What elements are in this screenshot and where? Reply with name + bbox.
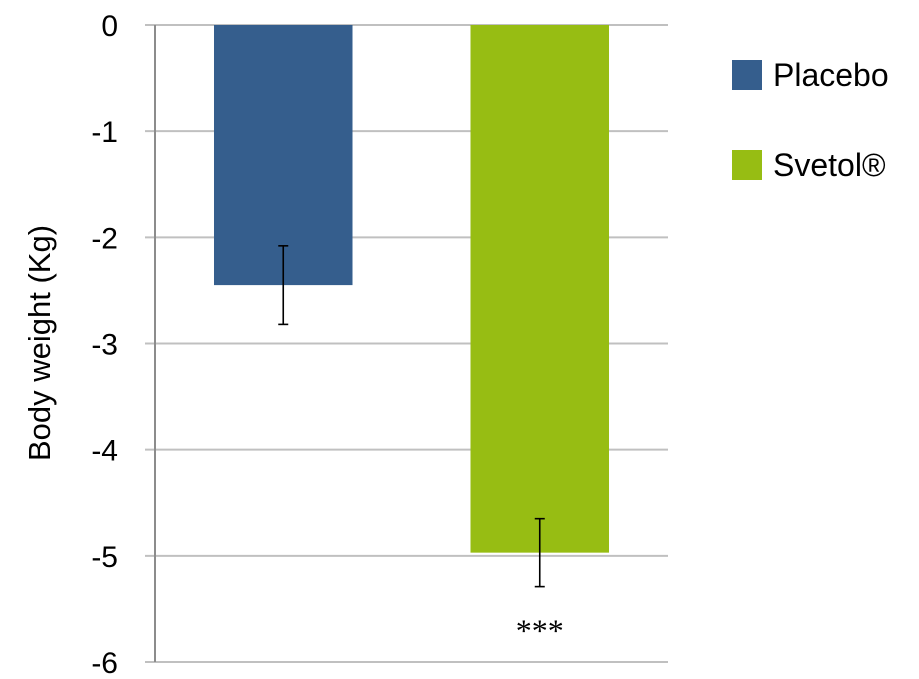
legend: Placebo Svetol® [732,57,889,183]
legend-swatch [732,150,762,180]
y-tick-label: -6 [91,647,118,679]
y-tick-label: -3 [91,329,118,362]
y-tick-label: -5 [91,541,118,574]
error-bar [534,517,545,588]
legend-swatch [732,60,762,90]
y-tick-label: -1 [91,116,118,149]
y-axis-title: Body weight (Kg) [22,225,57,461]
error-bar [278,245,289,326]
y-tick-labels: 0 -1 -2 -3 -4 -5 -6 [91,10,118,679]
legend-label: Svetol® [773,147,886,183]
y-tick-label: -2 [91,222,118,255]
significance-annotation: *** [516,613,564,649]
bar [213,25,353,286]
y-tick-label: -4 [91,435,118,468]
bar [470,25,610,553]
y-tick-label: 0 [101,10,118,43]
bars: *** [213,25,610,649]
legend-label: Placebo [773,57,889,93]
